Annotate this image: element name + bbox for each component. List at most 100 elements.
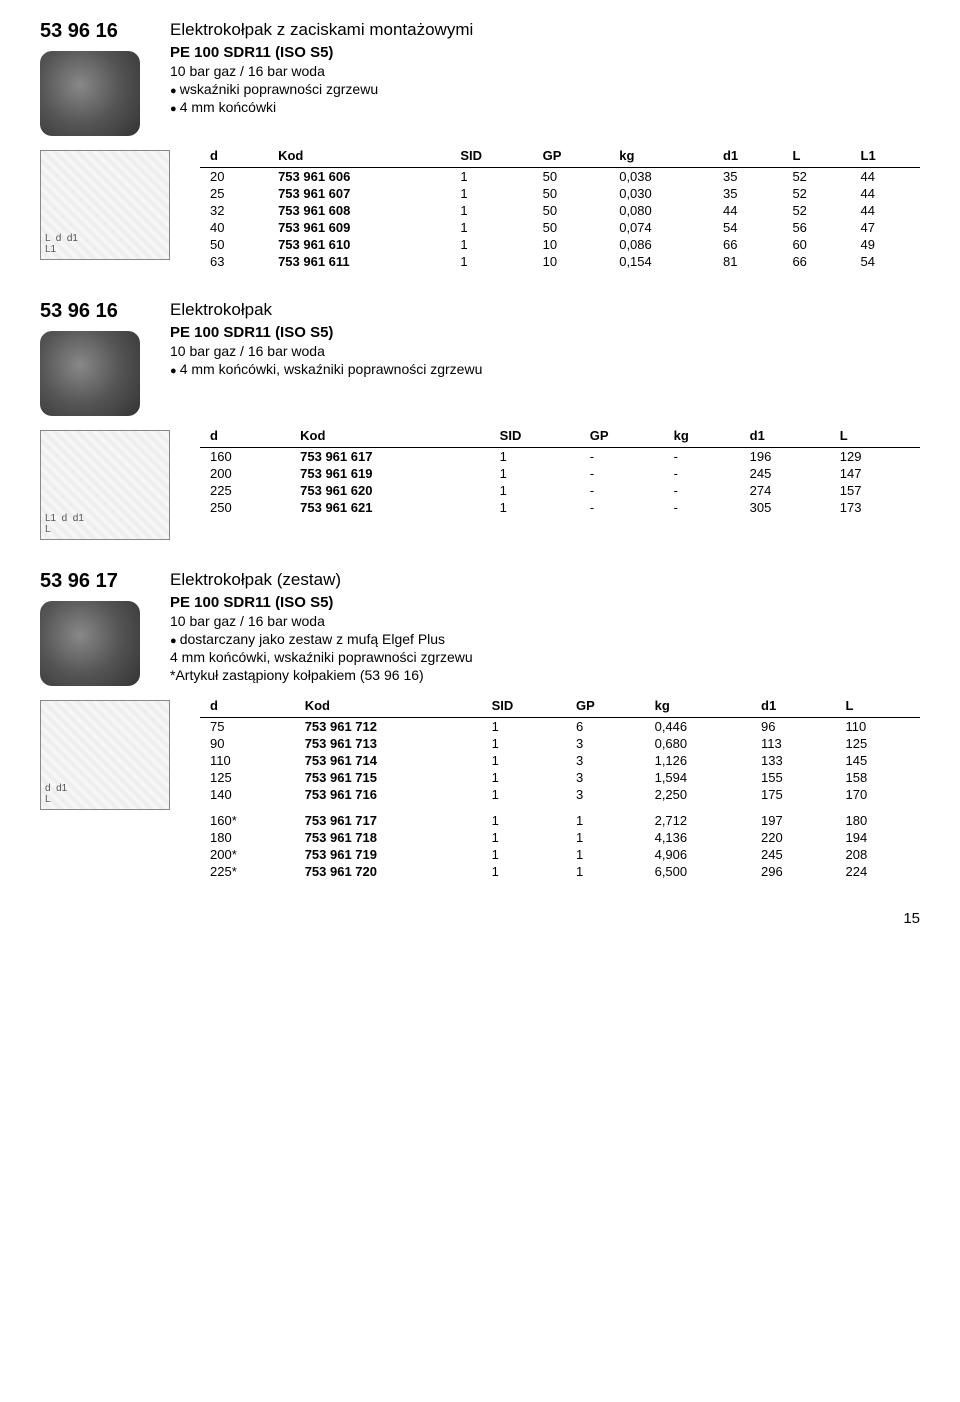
table-header-cell: L	[835, 696, 920, 718]
table-cell: 753 961 719	[295, 846, 482, 863]
table-cell: 50	[533, 219, 610, 236]
table-cell: 1	[450, 185, 532, 202]
table-cell: 200	[200, 465, 290, 482]
table-header-cell: kg	[645, 696, 751, 718]
table-cell: 50	[533, 202, 610, 219]
table-row: 140753 961 716132,250175170	[200, 786, 920, 803]
table-cell: 296	[751, 863, 835, 880]
table-header-cell: GP	[533, 146, 610, 168]
table-row: 75753 961 712160,44696110	[200, 718, 920, 736]
table-row: 250753 961 6211--305173	[200, 499, 920, 516]
table-cell: 753 961 720	[295, 863, 482, 880]
table-cell: 1	[482, 752, 566, 769]
table-cell: 196	[740, 448, 830, 466]
table-cell: 170	[835, 786, 920, 803]
section-header: 53 96 16 Elektrokołpak z zaciskami montaż…	[40, 20, 920, 136]
table-cell: 54	[713, 219, 782, 236]
table-cell: 225*	[200, 863, 295, 880]
table-cell: 753 961 621	[290, 499, 490, 516]
table-cell: 173	[830, 499, 920, 516]
section-header: 53 96 17Elektrokołpak (zestaw)PE 100 SDR…	[40, 570, 920, 686]
table-cell: 753 961 713	[295, 735, 482, 752]
table-row: 25753 961 6071500,030355244	[200, 185, 920, 202]
section-description: Elektrokołpak z zaciskami montażowymiPE …	[170, 20, 920, 117]
table-cell: 56	[782, 219, 850, 236]
table-row: 125753 961 715131,594155158	[200, 769, 920, 786]
table-cell: 1	[566, 846, 645, 863]
table-cell: 90	[200, 735, 295, 752]
table-cell: 1	[450, 202, 532, 219]
table-cell: 4,136	[645, 829, 751, 846]
table-cell: 753 961 606	[268, 168, 450, 186]
section-body: dKodSIDGPkgd1LL120753 961 6061500,038355…	[40, 146, 920, 270]
table-cell: 753 961 619	[290, 465, 490, 482]
table-cell: 753 961 715	[295, 769, 482, 786]
table-cell: 753 961 620	[290, 482, 490, 499]
table-header-cell: kg	[609, 146, 713, 168]
table-cell: 180	[835, 803, 920, 829]
table-cell: 3	[566, 752, 645, 769]
table-header-cell: GP	[580, 426, 664, 448]
table-cell: 175	[751, 786, 835, 803]
description-line: 10 bar gaz / 16 bar woda	[170, 343, 920, 359]
table-cell: 0,080	[609, 202, 713, 219]
table-cell: 1	[450, 236, 532, 253]
section-description: ElektrokołpakPE 100 SDR11 (ISO S5)10 bar…	[170, 300, 920, 379]
table-cell: 0,038	[609, 168, 713, 186]
table-row: 32753 961 6081500,080445244	[200, 202, 920, 219]
table-cell: 6,500	[645, 863, 751, 880]
table-row: 200753 961 6191--245147	[200, 465, 920, 482]
table-cell: 6	[566, 718, 645, 736]
table-cell: 49	[851, 236, 921, 253]
table-cell: 50	[533, 168, 610, 186]
table-cell: 1	[482, 846, 566, 863]
section-code: 53 96 16	[40, 20, 140, 43]
table-header-cell: L	[782, 146, 850, 168]
table-cell: 200*	[200, 846, 295, 863]
description-line: 10 bar gaz / 16 bar woda	[170, 613, 920, 629]
table-cell: 753 961 714	[295, 752, 482, 769]
description-line: 10 bar gaz / 16 bar woda	[170, 63, 920, 79]
table-cell: 125	[200, 769, 295, 786]
table-cell: 32	[200, 202, 268, 219]
table-row: 180753 961 718114,136220194	[200, 829, 920, 846]
table-cell: 44	[851, 202, 921, 219]
table-cell: 0,680	[645, 735, 751, 752]
table-cell: 1	[482, 786, 566, 803]
table-cell: 110	[200, 752, 295, 769]
table-cell: 35	[713, 185, 782, 202]
table-cell: 0,446	[645, 718, 751, 736]
table-cell: -	[664, 465, 740, 482]
table-cell: 274	[740, 482, 830, 499]
technical-diagram	[40, 430, 170, 540]
table-cell: 160*	[200, 803, 295, 829]
table-cell: 1	[482, 863, 566, 880]
table-cell: 4,906	[645, 846, 751, 863]
table-cell: 3	[566, 769, 645, 786]
description-line: wskaźniki poprawności zgrzewu	[170, 81, 920, 97]
table-cell: 753 961 608	[268, 202, 450, 219]
table-row: 110753 961 714131,126133145	[200, 752, 920, 769]
page-number: 15	[40, 910, 920, 927]
table-row: 90753 961 713130,680113125	[200, 735, 920, 752]
table-cell: 250	[200, 499, 290, 516]
section-left: 53 96 16	[40, 20, 140, 136]
table-cell: 1	[482, 769, 566, 786]
product-section: 53 96 16 Elektrokołpak z zaciskami montaż…	[40, 20, 920, 270]
table-cell: 35	[713, 168, 782, 186]
technical-diagram	[40, 700, 170, 810]
table-cell: -	[664, 448, 740, 466]
table-cell: 1	[450, 253, 532, 270]
table-cell: 52	[782, 185, 850, 202]
table-header-row: dKodSIDGPkgd1L	[200, 696, 920, 718]
table-cell: 44	[851, 168, 921, 186]
table-header-cell: SID	[490, 426, 580, 448]
table-row: 63753 961 6111100,154816654	[200, 253, 920, 270]
table-cell: 0,154	[609, 253, 713, 270]
table-header-cell: d	[200, 146, 268, 168]
table-cell: 197	[751, 803, 835, 829]
table-cell: 155	[751, 769, 835, 786]
table-cell: 60	[782, 236, 850, 253]
table-cell: 40	[200, 219, 268, 236]
table-cell: 66	[713, 236, 782, 253]
